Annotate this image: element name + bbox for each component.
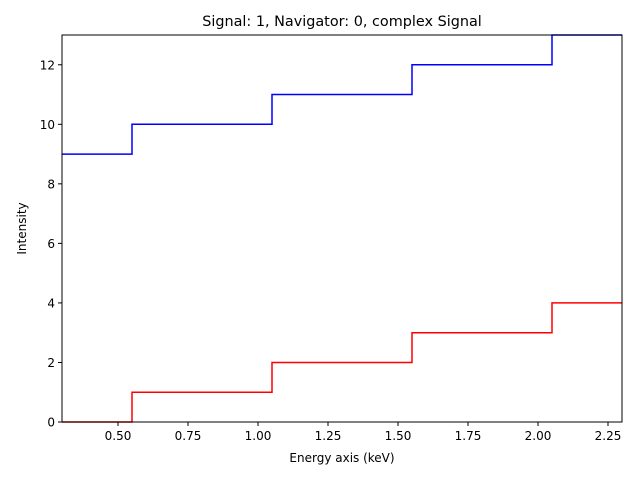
- series-line-2: [62, 302, 622, 423]
- y-tick-label: 8: [47, 177, 55, 191]
- y-axis-label: Intensity: [15, 202, 29, 254]
- x-axis-ticks: 0.50 0.75 1.00 1.25 1.50 1.75 2.00 2.25: [105, 422, 622, 443]
- y-tick-label: 2: [47, 356, 55, 370]
- y-tick-label: 0: [47, 416, 55, 430]
- x-tick-label: 0.75: [175, 429, 202, 443]
- x-tick-label: 2.25: [595, 429, 622, 443]
- x-tick-label: 1.00: [245, 429, 272, 443]
- y-tick-label: 12: [40, 58, 55, 72]
- y-tick-label: 4: [47, 296, 55, 310]
- series-layer: [62, 34, 622, 423]
- y-tick-label: 6: [47, 237, 55, 251]
- x-tick-label: 1.25: [315, 429, 342, 443]
- x-tick-label: 2.00: [525, 429, 552, 443]
- series-line-1: [62, 34, 622, 155]
- y-axis-ticks: 0 2 4 6 8 10 12: [40, 58, 62, 430]
- x-axis-label: Energy axis (keV): [289, 451, 394, 465]
- x-tick-label: 1.50: [385, 429, 412, 443]
- chart-title: Signal: 1, Navigator: 0, complex Signal: [202, 14, 482, 30]
- x-tick-label: 0.50: [105, 429, 132, 443]
- y-tick-label: 10: [40, 118, 55, 132]
- plot-frame: [61, 34, 623, 423]
- x-tick-label: 1.75: [455, 429, 482, 443]
